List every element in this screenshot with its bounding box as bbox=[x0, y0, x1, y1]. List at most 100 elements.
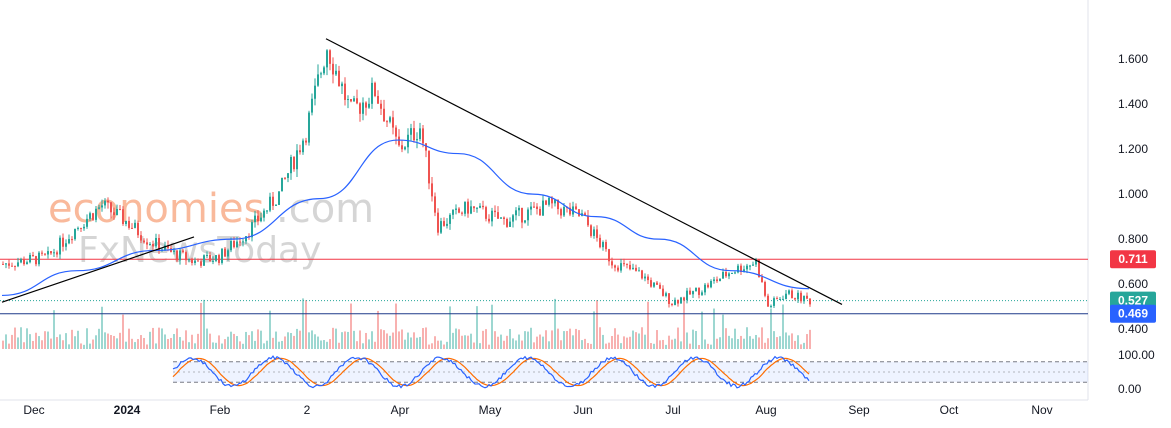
candle-body bbox=[149, 244, 151, 246]
candle-body bbox=[137, 222, 139, 236]
volume-bar bbox=[809, 329, 811, 349]
time-tick-label: Aug bbox=[755, 403, 776, 417]
candle-body bbox=[413, 128, 415, 141]
volume-bar bbox=[230, 331, 232, 349]
volume-bar bbox=[305, 300, 307, 349]
price-tick-label: 1.000 bbox=[1118, 187, 1148, 201]
candle-body bbox=[809, 298, 811, 305]
volume-bar bbox=[191, 334, 193, 349]
candle-body bbox=[281, 177, 283, 192]
candle-body bbox=[578, 209, 580, 216]
candle-body bbox=[491, 210, 493, 222]
time-tick-label: Jun bbox=[573, 403, 592, 417]
volume-bar bbox=[719, 337, 721, 349]
volume-bar bbox=[5, 334, 7, 349]
volume-bar bbox=[611, 336, 613, 349]
candle-body bbox=[365, 102, 367, 108]
volume-bar bbox=[626, 337, 628, 349]
stochastic-indicator[interactable]: 0.00 100.00 bbox=[172, 348, 1155, 396]
candle-body bbox=[11, 265, 13, 267]
volume-bar bbox=[596, 300, 598, 349]
volume-bar bbox=[32, 340, 34, 349]
candle-body bbox=[650, 280, 652, 287]
candle-body bbox=[791, 290, 793, 299]
volume-bar bbox=[386, 333, 388, 349]
price-tag-label: 0.711 bbox=[1118, 252, 1148, 266]
candle-body bbox=[530, 206, 532, 210]
volume-bar bbox=[455, 328, 457, 349]
candle-body bbox=[665, 293, 667, 296]
volume-bar bbox=[425, 327, 427, 349]
volume-bar bbox=[248, 335, 250, 349]
candle-body bbox=[590, 225, 592, 236]
volume-bar bbox=[353, 330, 355, 349]
volume-bar bbox=[380, 329, 382, 349]
candle-body bbox=[383, 108, 385, 122]
volume-bar bbox=[431, 343, 433, 349]
candle-body bbox=[551, 197, 553, 204]
volume-bar bbox=[518, 334, 520, 349]
candle-body bbox=[353, 98, 355, 102]
candle-body bbox=[521, 207, 523, 223]
volume-bar bbox=[317, 336, 319, 349]
volume-bar bbox=[209, 333, 211, 349]
candle-body bbox=[758, 259, 760, 278]
candle-body bbox=[470, 206, 472, 214]
volume-bar bbox=[296, 328, 298, 349]
watermark-brand-suffix: .com bbox=[276, 186, 374, 232]
volume-bar bbox=[497, 336, 499, 349]
candle-body bbox=[677, 299, 679, 304]
candle-body bbox=[323, 67, 325, 74]
candle-body bbox=[314, 85, 316, 99]
volume-bar bbox=[665, 344, 667, 349]
candle-body bbox=[194, 260, 196, 263]
trendlines[interactable] bbox=[1, 38, 843, 306]
trendline-ascending[interactable] bbox=[1, 236, 195, 303]
volume-bar bbox=[758, 337, 760, 349]
volume-bar bbox=[20, 327, 22, 349]
candle-body bbox=[419, 128, 421, 140]
candle-body bbox=[467, 201, 469, 214]
candle-body bbox=[92, 213, 94, 220]
volume-bar bbox=[644, 334, 646, 349]
candle-body bbox=[20, 259, 22, 263]
volume-bar bbox=[377, 310, 379, 349]
volume-bar bbox=[17, 337, 19, 349]
volume-bar bbox=[767, 338, 769, 349]
volume-bar bbox=[623, 336, 625, 349]
volume-bar bbox=[383, 330, 385, 349]
volume-bar bbox=[449, 306, 451, 349]
volume-bar bbox=[503, 340, 505, 349]
candle-body bbox=[35, 256, 37, 265]
candle-body bbox=[605, 242, 607, 250]
candle-body bbox=[68, 239, 70, 244]
volume-bar bbox=[170, 337, 172, 349]
volume-bar bbox=[350, 303, 352, 349]
candle-body bbox=[710, 280, 712, 288]
candle-body bbox=[122, 209, 124, 224]
candle-body bbox=[341, 83, 343, 87]
candle-body bbox=[662, 288, 664, 296]
candle-body bbox=[632, 267, 634, 270]
candle-body bbox=[17, 262, 19, 267]
volume-bar bbox=[506, 335, 508, 349]
volume-bar bbox=[671, 339, 673, 349]
volume-bar bbox=[797, 335, 799, 349]
candle-body bbox=[53, 252, 55, 254]
candle-body bbox=[125, 220, 127, 224]
volume-bar bbox=[695, 330, 697, 349]
candle-body bbox=[599, 237, 601, 248]
price-axis-panel[interactable] bbox=[1088, 0, 1171, 428]
volume-bar bbox=[464, 335, 466, 349]
trendline-descending[interactable] bbox=[325, 38, 843, 306]
volume-bar bbox=[470, 333, 472, 349]
candle-body bbox=[80, 227, 82, 229]
volume-bar bbox=[143, 337, 145, 349]
candle-body bbox=[560, 209, 562, 216]
volume-bar bbox=[749, 336, 751, 349]
candle-body bbox=[776, 298, 778, 300]
price-tick-label: 1.400 bbox=[1118, 97, 1148, 111]
volume-bar bbox=[737, 339, 739, 349]
volume-bar bbox=[563, 331, 565, 349]
